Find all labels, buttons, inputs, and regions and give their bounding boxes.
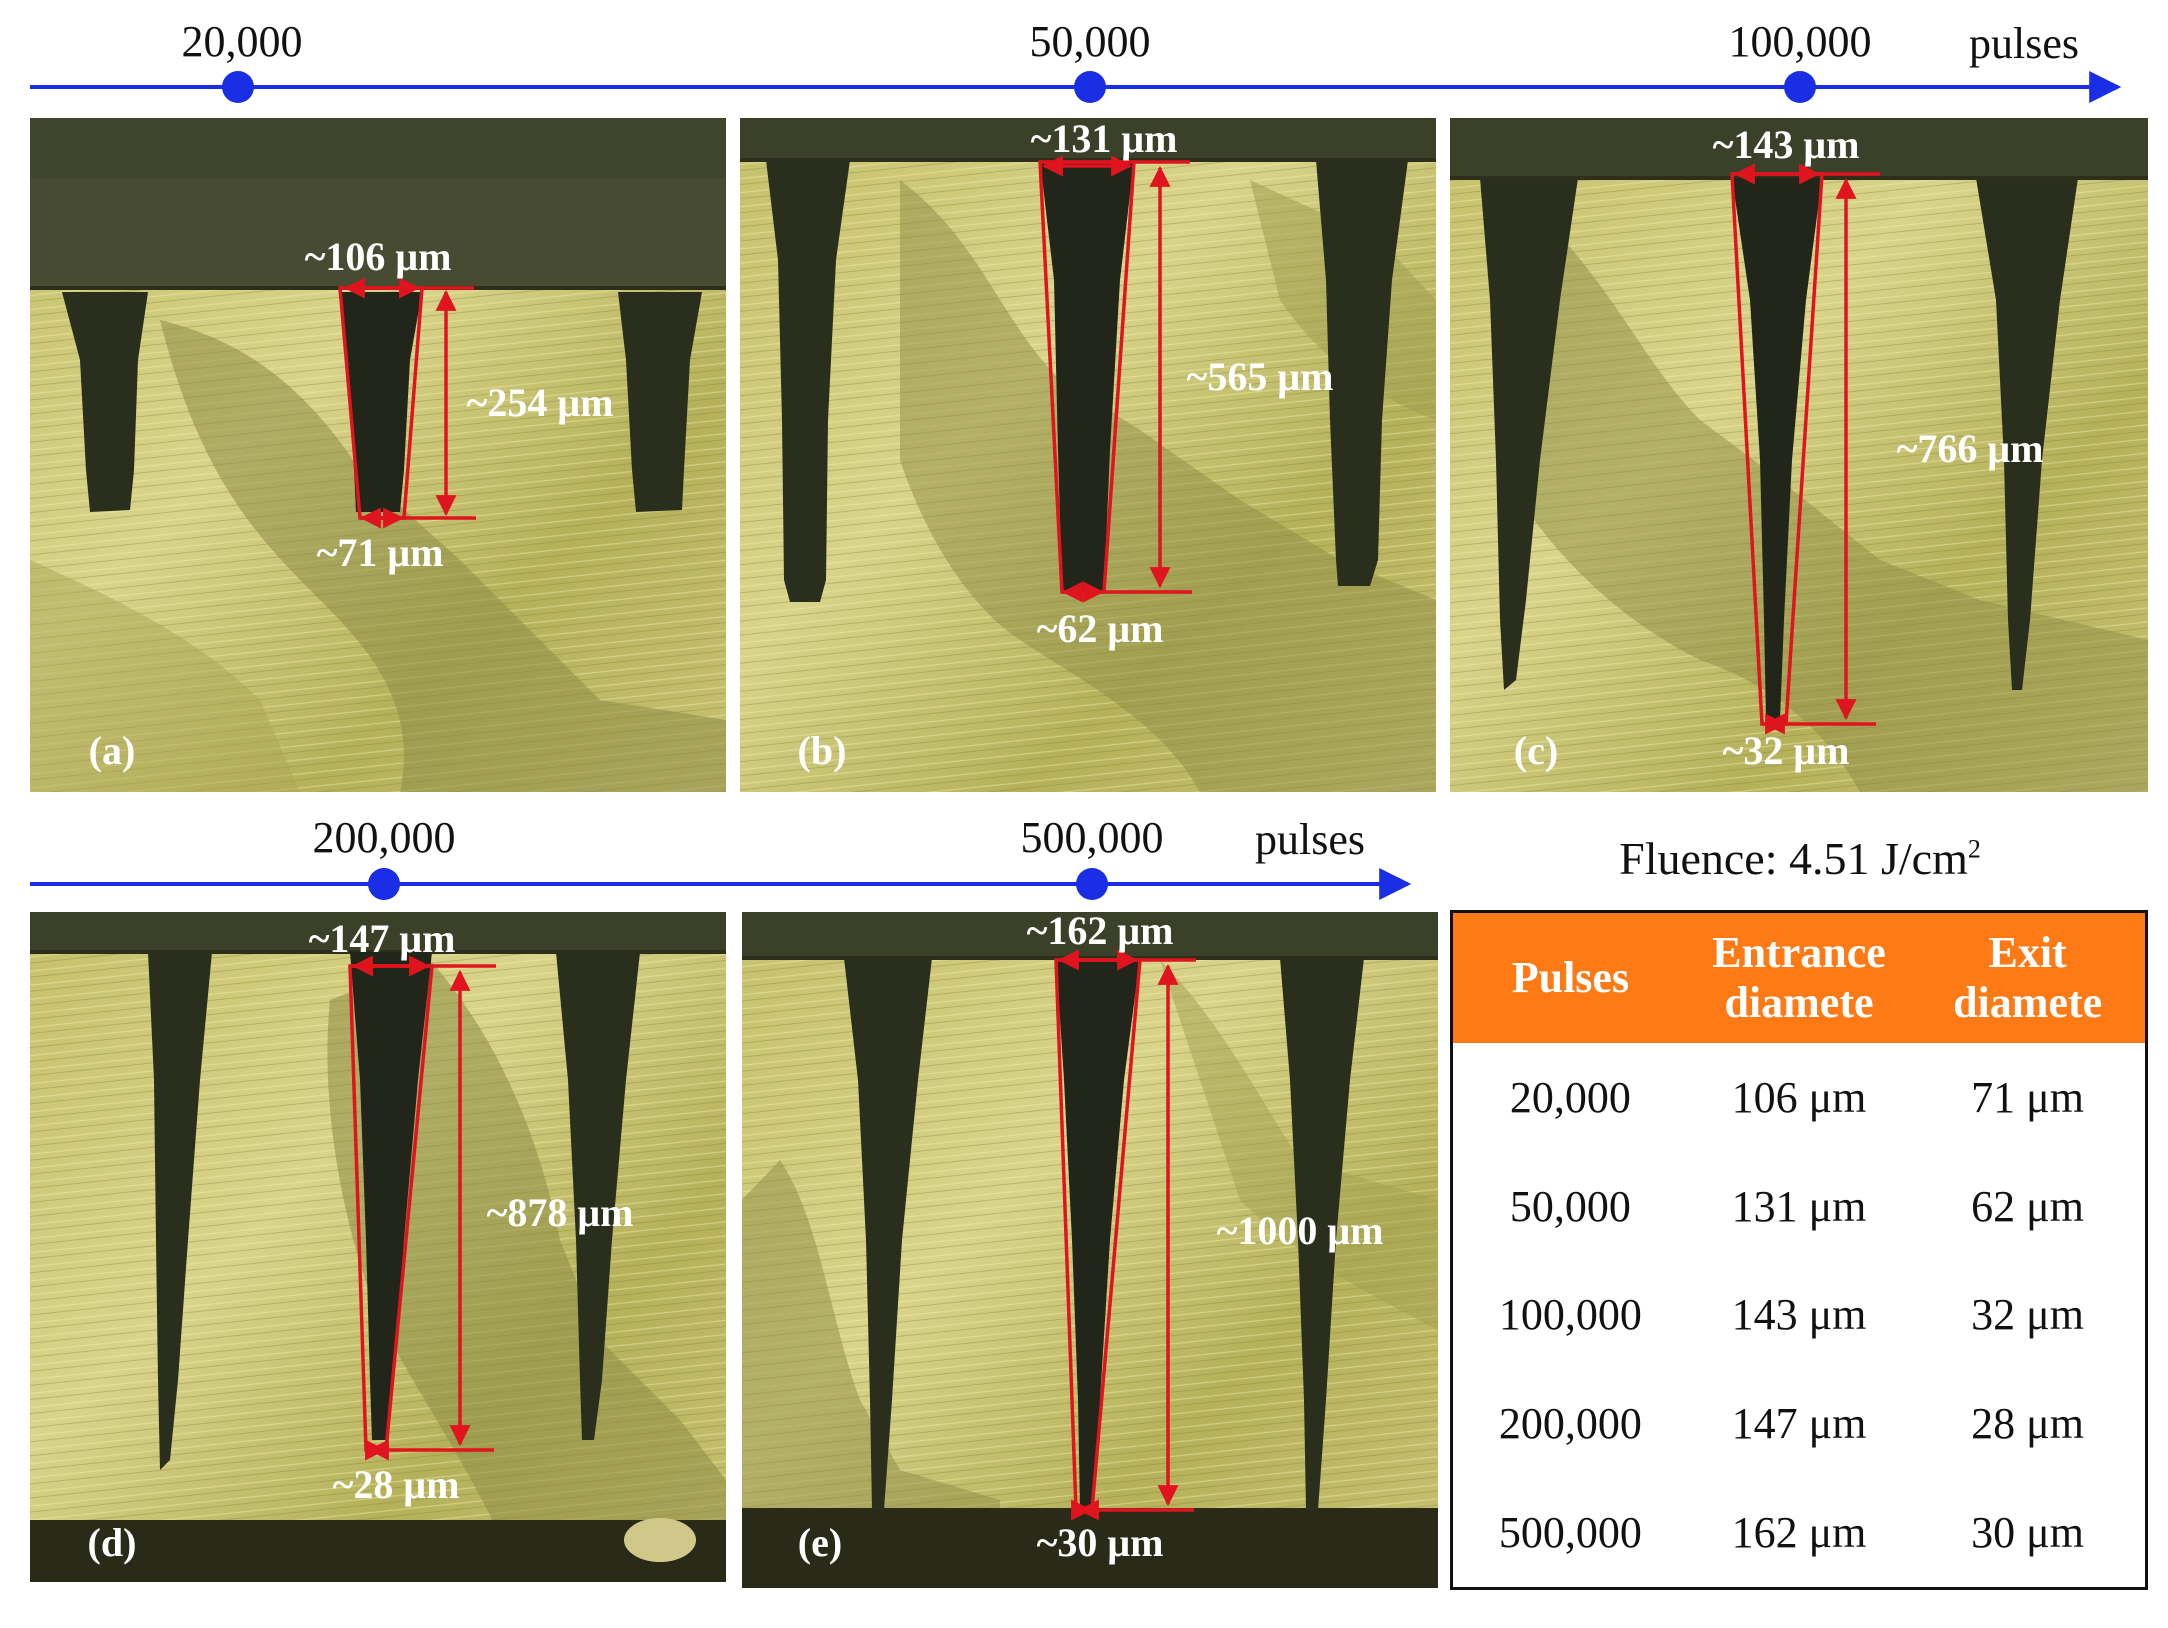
hole-c-center — [1732, 178, 1822, 720]
hole-e-center — [1056, 958, 1140, 1510]
hole-e-left — [844, 958, 932, 1510]
micrograph-panel-c — [1450, 118, 2148, 792]
panel-c-depth-label: ~766 μm — [1897, 426, 2044, 471]
hole-a-center — [340, 292, 422, 512]
micrograph-panel-d — [30, 912, 726, 1582]
hole-b-center — [1040, 160, 1134, 592]
backplate-e — [742, 1508, 1438, 1588]
panel-c-entrance-label: ~143 μm — [1713, 122, 1860, 167]
panel-b-letter: (b) — [798, 728, 847, 773]
micrograph-panel-a — [30, 118, 726, 792]
panel-d-depth-label: ~878 μm — [487, 1190, 634, 1235]
timeline-bottom-dot-1 — [368, 868, 400, 900]
panel-c-exit-label: ~32 μm — [1723, 728, 1850, 773]
panel-b-depth-label: ~565 μm — [1187, 354, 1334, 399]
hole-c-left — [1480, 178, 1578, 690]
panel-a-entrance-label: ~106 μm — [305, 234, 452, 279]
hole-b-left — [766, 160, 850, 602]
micrograph-panel-e — [742, 912, 1438, 1588]
panel-a-letter: (a) — [89, 728, 136, 773]
panel-b-entrance-label: ~131 μm — [1031, 116, 1178, 161]
panel-c-letter: (c) — [1514, 728, 1558, 773]
hole-c-right — [1976, 178, 2078, 690]
annotation-b — [1038, 155, 1192, 603]
annotation-a — [338, 277, 476, 529]
annotation-d — [348, 955, 496, 1461]
hole-a-left — [62, 292, 148, 512]
timeline-bottom-unit: pulses — [1255, 815, 1365, 864]
panel-e-exit-label: ~30 μm — [1037, 1520, 1164, 1565]
timeline-top-dot-3 — [1784, 71, 1816, 103]
hole-d-left — [148, 952, 212, 1470]
timeline-bottom: 200,000 500,000 pulses — [30, 813, 1412, 900]
panel-d-letter: (d) — [88, 1520, 137, 1565]
hole-e-right — [1280, 958, 1364, 1510]
panel-e-depth-label: ~1000 μm — [1217, 1208, 1384, 1253]
panel-e-entrance-label: ~162 μm — [1027, 908, 1174, 953]
panel-a-depth-label: ~254 μm — [467, 380, 614, 425]
timeline-top-tick-1: 20,000 — [182, 17, 303, 66]
timeline-bottom-dot-2 — [1076, 868, 1108, 900]
panel-d-entrance-label: ~147 μm — [309, 916, 456, 961]
panel-e-letter: (e) — [798, 1520, 842, 1565]
hole-d-right — [556, 952, 640, 1440]
timeline-top-dot-1 — [222, 71, 254, 103]
timeline-top-dot-2 — [1074, 71, 1106, 103]
timeline-top-unit: pulses — [1969, 19, 2079, 68]
micrograph-panel-b — [740, 118, 1436, 792]
panel-d-exit-label: ~28 μm — [333, 1462, 460, 1507]
hole-d-center — [350, 952, 432, 1440]
hole-a-right — [618, 292, 702, 512]
panel-b-exit-label: ~62 μm — [1037, 606, 1164, 651]
timeline-top-tick-2: 50,000 — [1030, 17, 1151, 66]
panel-a-exit-label: ~71 μm — [317, 530, 444, 575]
timeline-top: 20,000 50,000 100,000 pulses — [30, 17, 2122, 103]
timeline-bottom-tick-1: 200,000 — [313, 813, 456, 862]
backplate-d — [30, 1520, 726, 1582]
timeline-bottom-tick-2: 500,000 — [1021, 813, 1164, 862]
hole-b-right — [1316, 160, 1408, 586]
annotation-c — [1730, 163, 1880, 735]
annotation-e — [1054, 949, 1196, 1521]
timeline-top-tick-3: 100,000 — [1729, 17, 1872, 66]
